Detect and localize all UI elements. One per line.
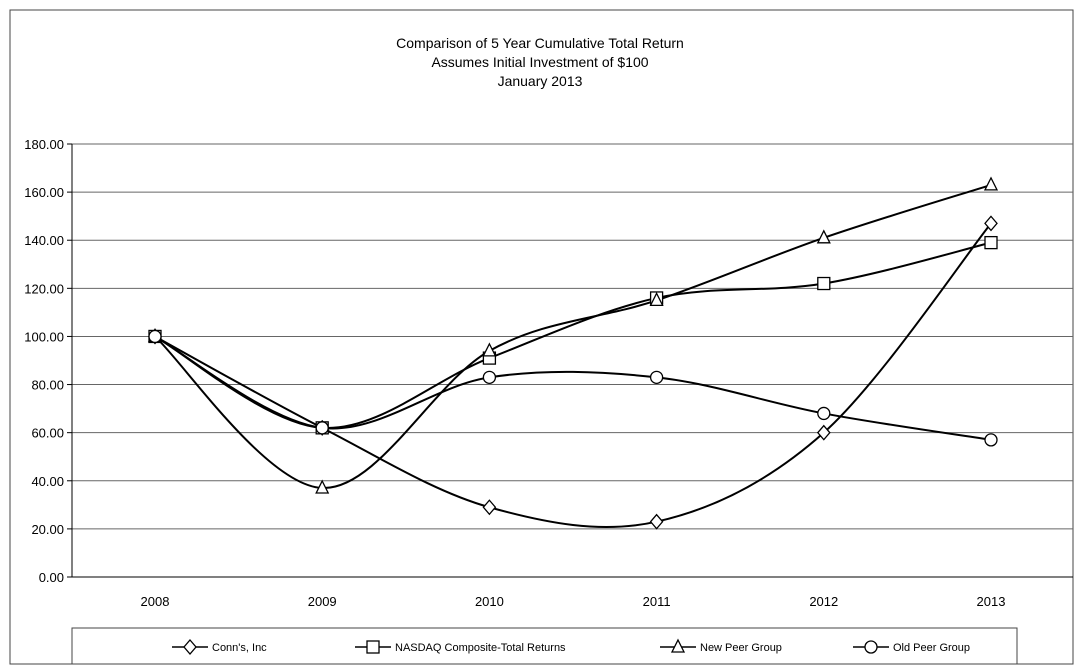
x-tick-label: 2010 [475,594,504,609]
legend-marker-conn-s-inc [183,639,197,655]
legend-marker-new-peer-group [670,638,686,653]
data-point-conn-s-inc [649,513,664,530]
data-point-conn-s-inc [482,499,497,516]
legend-marker-old-peer-group [864,640,878,654]
legend-label: Conn's, Inc [212,642,267,654]
data-point-old-peer-group [315,421,329,435]
data-point-new-peer-group [983,176,999,191]
y-tick-label: 20.00 [31,522,64,537]
data-point-old-peer-group [984,433,998,447]
y-tick-label: 180.00 [24,137,64,152]
chart-subtitle-line-1: Assumes Initial Investment of $100 [431,54,648,70]
legend-label: Old Peer Group [893,642,970,654]
data-point-nasdaq-composite-total-returns [817,276,831,291]
series-line-new-peer-group [154,183,992,490]
x-tick-label: 2013 [977,594,1006,609]
y-tick-label: 0.00 [39,570,64,585]
series-lines [154,183,992,528]
y-tick-label: 40.00 [31,474,64,489]
axes [67,143,1073,578]
legend-marker-nasdaq-composite-total-returns [366,640,380,654]
series-markers [147,176,999,530]
y-tick-label: 80.00 [31,378,64,393]
y-tick-label: 160.00 [24,185,64,200]
chart-subtitle-line-2: January 2013 [498,73,583,89]
data-point-nasdaq-composite-total-returns [984,235,998,250]
y-tick-label: 60.00 [31,426,64,441]
data-point-old-peer-group [649,370,664,384]
x-tick-label: 2008 [141,594,170,609]
x-tick-label: 2011 [643,594,671,609]
y-tick-label: 100.00 [24,329,64,344]
data-point-conn-s-inc [984,215,998,232]
data-point-old-peer-group [817,406,831,421]
data-point-old-peer-group [482,370,497,384]
data-point-new-peer-group [315,479,330,494]
data-point-new-peer-group [482,342,497,357]
series-line-old-peer-group [154,335,992,441]
legend-box [71,627,1018,665]
x-tick-labels: 2008 2009 2010 2011 2012 2013 [141,594,1006,609]
data-point-new-peer-group [816,229,831,244]
y-tick-labels: 0.00 20.00 40.00 60.00 80.00 100.00 120.00 140.… [24,137,64,585]
legend-label: NASDAQ Composite-Total Returns [395,642,566,654]
data-point-conn-s-inc [816,424,831,441]
series-line-conn-s-inc [154,222,992,528]
x-tick-label: 2012 [809,594,838,609]
data-point-old-peer-group [148,329,162,344]
data-point-new-peer-group [649,291,664,307]
chart-title: Comparison of 5 Year Cumulative Total Re… [396,35,684,51]
gridlines [72,143,1073,530]
y-tick-label: 140.00 [24,233,64,248]
y-tick-label: 120.00 [24,281,64,296]
legend: Conn's, Inc NASDAQ Composite-Total Return… [71,627,1018,665]
x-tick-label: 2009 [308,594,337,609]
legend-label: New Peer Group [700,642,782,654]
